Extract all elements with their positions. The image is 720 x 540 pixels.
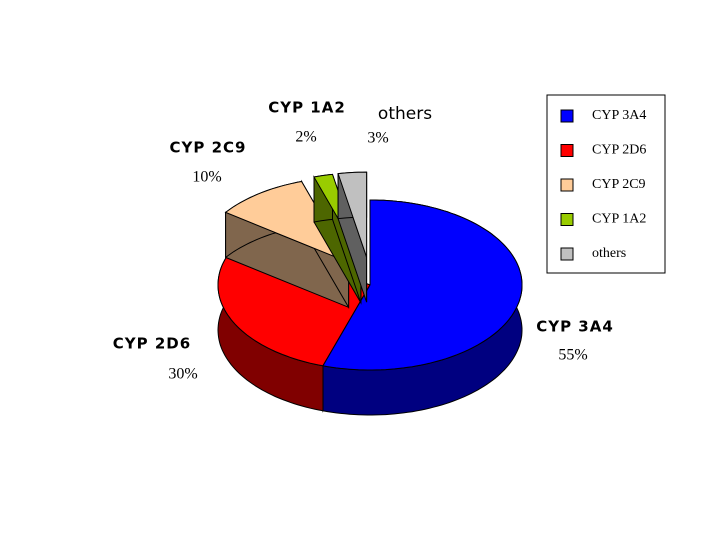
slice-label: others xyxy=(378,104,432,124)
slice-label: CYP 3A4 xyxy=(536,318,614,336)
slice-label: CYP 2D6 xyxy=(113,335,191,353)
legend-label: CYP 2D6 xyxy=(592,143,646,158)
legend-label: CYP 1A2 xyxy=(592,212,646,227)
legend-key xyxy=(560,144,574,157)
slice xyxy=(224,180,350,264)
slice-label: CYP 1A2 xyxy=(268,99,346,117)
value-label: 2% xyxy=(295,129,316,146)
value-label: 30% xyxy=(168,366,197,383)
legend-key xyxy=(560,213,574,226)
legend-key xyxy=(560,247,574,261)
legend-label: CYP 3A4 xyxy=(592,108,646,123)
slice-label: CYP 2C9 xyxy=(170,139,247,157)
legend-key xyxy=(560,109,574,123)
value-label: 3% xyxy=(367,130,388,147)
slice xyxy=(337,171,368,258)
legend-key xyxy=(560,178,574,192)
legend-label: CYP 2C9 xyxy=(592,177,646,192)
legend-label: others xyxy=(592,246,626,261)
value-label: 10% xyxy=(192,169,221,186)
slice xyxy=(322,199,523,371)
value-label: 55% xyxy=(558,347,587,364)
